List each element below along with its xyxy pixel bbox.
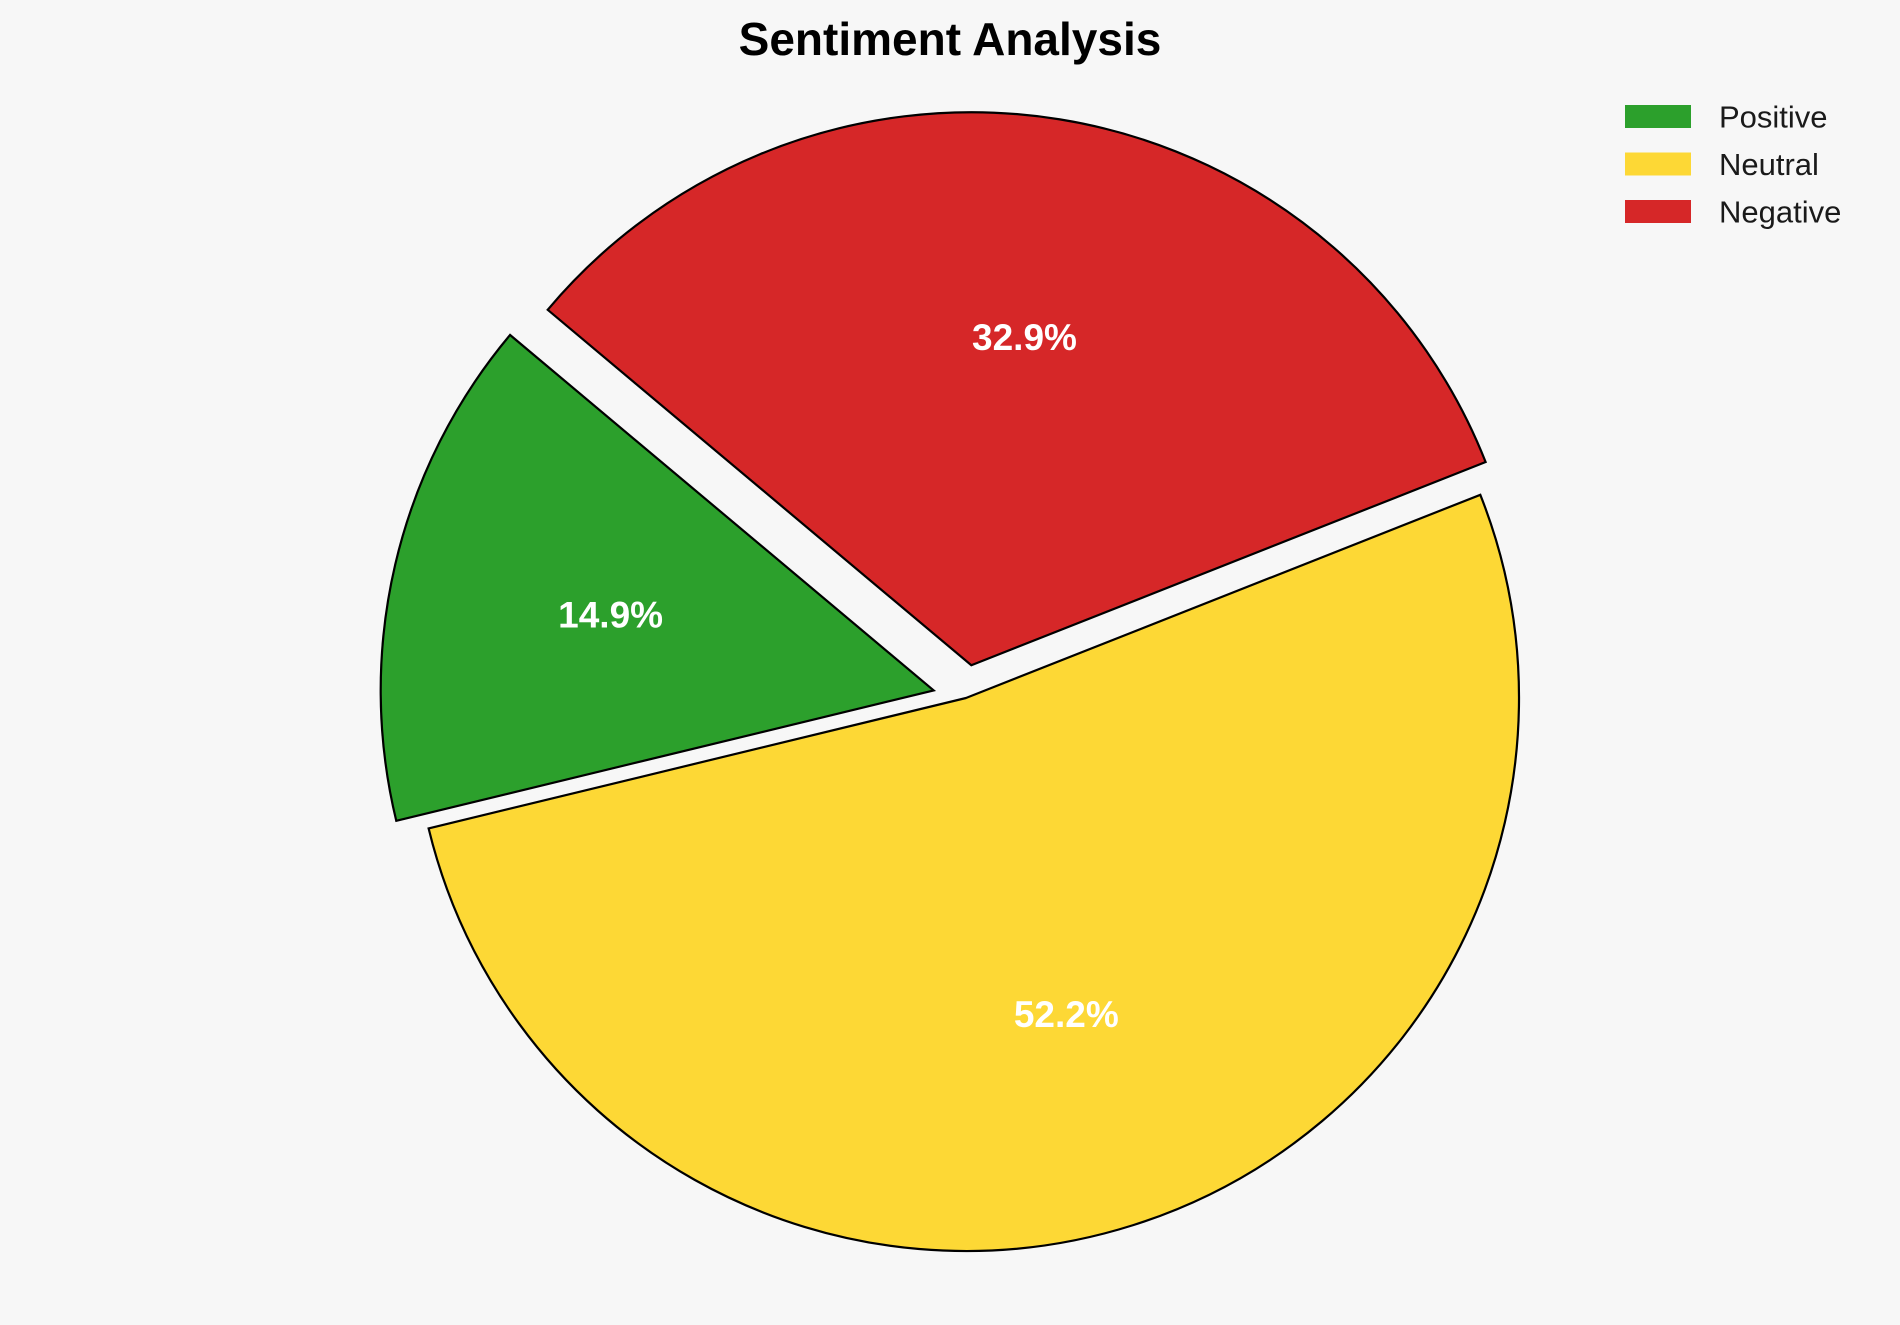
pie-slice-label-positive: 14.9%	[558, 594, 663, 635]
legend-swatch-neutral	[1625, 152, 1691, 176]
legend-label-positive: Positive	[1719, 100, 1828, 135]
chart-title: Sentiment Analysis	[739, 13, 1162, 65]
legend-swatch-positive	[1625, 105, 1691, 128]
pie-slice-labels: 14.9% 52.2% 32.9%	[558, 317, 1119, 1035]
chart-legend: Positive Neutral Negative	[1625, 100, 1841, 230]
pie-slice-negative	[546, 111, 1488, 667]
pie-slice-neutral	[427, 493, 1521, 1253]
legend-label-neutral: Neutral	[1719, 147, 1819, 182]
pie-slice-label-negative: 32.9%	[972, 317, 1077, 358]
legend-label-negative: Negative	[1719, 195, 1841, 230]
pie-slice-label-neutral: 52.2%	[1014, 994, 1119, 1035]
pie-slices	[379, 111, 1521, 1253]
pie-slice-positive	[379, 333, 937, 823]
legend-swatch-negative	[1625, 200, 1691, 223]
